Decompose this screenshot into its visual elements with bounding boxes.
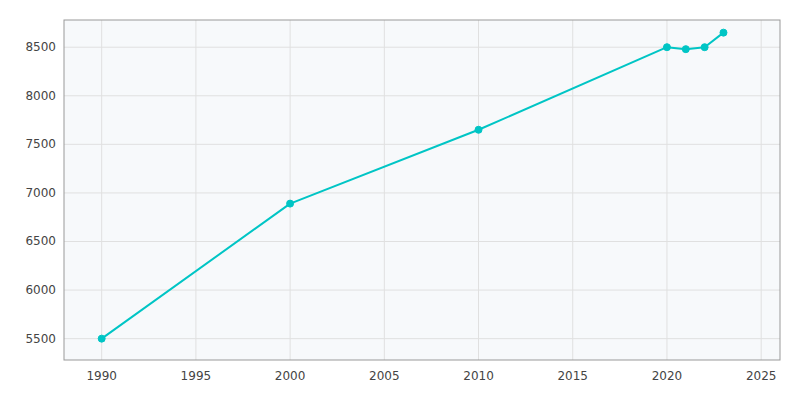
chart-container: 1990 1995 2000 2005 2010 2015 2020 2025 5500 6000… <box>0 0 800 400</box>
x-tick-label: 2015 <box>557 369 588 383</box>
x-tick-label: 2020 <box>652 369 683 383</box>
x-tick-label: 2005 <box>369 369 400 383</box>
x-tick-label: 2025 <box>746 369 777 383</box>
y-tick-label: 6000 <box>25 283 56 297</box>
y-tick-label: 5500 <box>25 332 56 346</box>
x-tick-label: 1995 <box>181 369 212 383</box>
x-grid-line <box>761 20 762 360</box>
x-grid-line <box>572 20 573 360</box>
x-grid-line <box>384 20 385 360</box>
series-point <box>287 200 294 207</box>
y-grid-line <box>64 95 780 96</box>
chart-svg: 1990 1995 2000 2005 2010 2015 2020 2025 5500 6000… <box>0 0 800 400</box>
series-point <box>682 46 689 53</box>
x-tick-label: 2000 <box>275 369 306 383</box>
y-grid-line <box>64 338 780 339</box>
x-tick-label: 2010 <box>463 369 494 383</box>
x-grid-line <box>666 20 667 360</box>
series-point <box>663 44 670 51</box>
x-grid-line <box>290 20 291 360</box>
series-line <box>102 33 724 339</box>
series-point <box>475 126 482 133</box>
x-grid-line <box>195 20 196 360</box>
y-grid-line <box>64 241 780 242</box>
x-grid-line <box>478 20 479 360</box>
plot-frame <box>64 20 780 360</box>
x-grid-line <box>101 20 102 360</box>
data-layer <box>98 29 727 342</box>
x-tick-label: 1990 <box>86 369 117 383</box>
y-tick-label: 8500 <box>25 40 56 54</box>
y-tick-label: 7000 <box>25 186 56 200</box>
series-point <box>98 335 105 342</box>
y-tick-label: 7500 <box>25 137 56 151</box>
series-point <box>720 29 727 36</box>
page: {"chart_data": {"type": "line", "x": [19… <box>0 0 800 400</box>
y-tick-label: 6500 <box>25 234 56 248</box>
grid <box>64 20 780 360</box>
plot-background <box>64 20 780 360</box>
y-tick-label: 8000 <box>25 89 56 103</box>
y-grid-line <box>64 144 780 145</box>
axes: 1990 1995 2000 2005 2010 2015 2020 2025 5500 6000… <box>25 40 776 383</box>
series-point <box>701 44 708 51</box>
y-grid-line <box>64 192 780 193</box>
